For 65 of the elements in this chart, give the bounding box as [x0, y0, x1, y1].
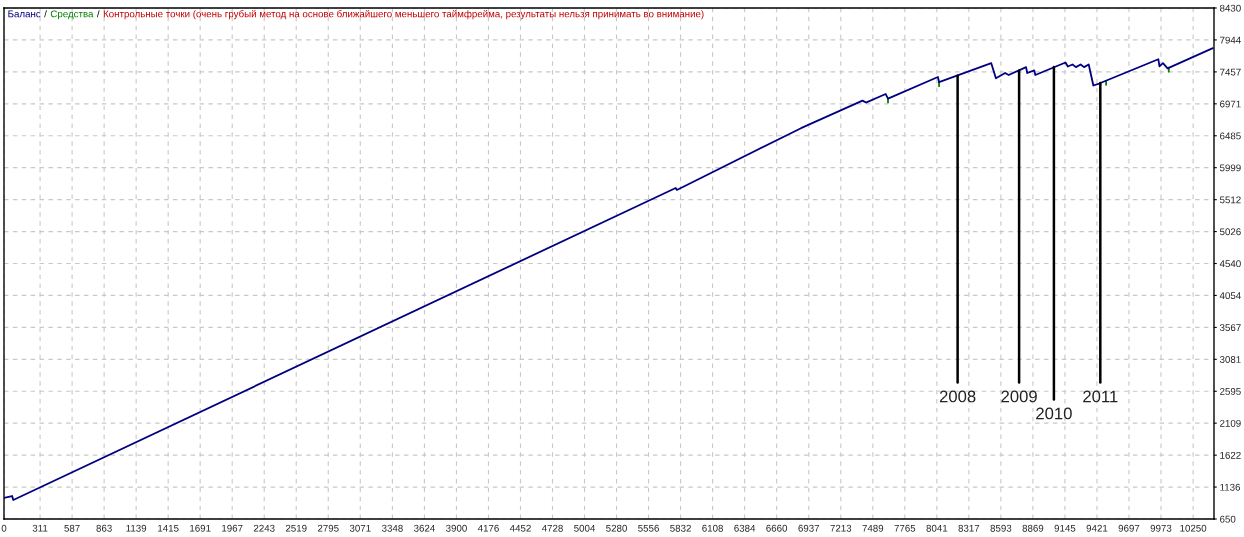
y-tick-label: 2109: [1220, 419, 1241, 427]
y-tick-label: 5512: [1219, 196, 1241, 204]
x-tick-label: 9145: [1054, 524, 1076, 532]
annotation: /: [44, 10, 47, 18]
x-tick-label: 1139: [126, 524, 147, 532]
y-tick-label: 5026: [1219, 228, 1241, 236]
x-tick-label: 7489: [862, 524, 884, 532]
y-tick-label: 1622: [1220, 451, 1241, 459]
x-tick-label: 3348: [381, 524, 403, 532]
x-tick-label: 9421: [1086, 524, 1108, 532]
y-tick-label: 4540: [1219, 260, 1241, 268]
x-tick-label: 4728: [541, 524, 563, 532]
x-tick-label: 6660: [766, 524, 788, 532]
x-tick-label: 3071: [349, 524, 371, 532]
x-tick-label: 10250: [1180, 524, 1207, 532]
x-tick-label: 9973: [1150, 524, 1172, 532]
x-tick-label: 7213: [830, 524, 852, 532]
x-tick-label: 863: [96, 524, 112, 532]
y-tick-label: 650: [1220, 515, 1236, 523]
x-tick-label: 5556: [638, 524, 659, 532]
x-tick-label: 4452: [509, 524, 531, 532]
y-tick-label: 6971: [1220, 100, 1241, 108]
annotation: 2010: [1036, 407, 1072, 420]
x-tick-label: 7765: [894, 524, 916, 532]
line-series: [4, 47, 1214, 501]
text: Баланс: [8, 10, 41, 18]
x-tick-label: 1967: [222, 524, 243, 532]
x-tick-label: 5280: [606, 524, 627, 532]
x-tick-label: 2243: [253, 524, 275, 532]
x-tick-label: 2519: [285, 524, 307, 532]
x-tick-label: 8041: [926, 524, 948, 532]
x-tick-label: 1415: [158, 524, 179, 532]
x-tick-label: 8869: [1022, 524, 1044, 532]
x-tick-label: 8593: [990, 524, 1012, 532]
y-tick-label: 6485: [1220, 132, 1241, 140]
x-tick-label: 587: [64, 524, 80, 532]
annotation: 2008: [939, 390, 976, 403]
y-tick-label: 5999: [1219, 164, 1241, 172]
annotation: 2011: [1083, 390, 1118, 403]
y-tick-label: 4054: [1219, 292, 1241, 300]
y-tick-label: 2595: [1220, 387, 1241, 395]
x-tick-label: 2795: [317, 524, 339, 532]
y-tick-label: 3567: [1219, 324, 1241, 332]
x-tick-label: 3624: [413, 524, 435, 532]
x-tick-label: 4176: [477, 524, 499, 532]
y-tick-label: 7457: [1220, 68, 1241, 76]
x-tick-label: 1691: [190, 524, 211, 532]
x-tick-label: 6937: [798, 524, 820, 532]
x-tick-label: 311: [32, 524, 48, 532]
y-tick-label: 1136: [1220, 483, 1241, 491]
annotation: 2009: [1001, 390, 1037, 403]
x-tick-label: 5832: [670, 524, 691, 532]
annotation: /: [96, 10, 100, 18]
y-tick-label: 3081: [1219, 356, 1241, 363]
x-tick-label: 6108: [702, 524, 723, 532]
x-tick-label: 9697: [1118, 524, 1140, 532]
x-tick-label: 5004: [574, 524, 596, 532]
y-tick-label: 7944: [1220, 36, 1241, 44]
x-tick-label: 8317: [958, 524, 980, 532]
x-tick-label: 6384: [734, 524, 756, 532]
y-tick-label: 8430: [1219, 4, 1241, 12]
x-tick-label: 3900: [446, 524, 467, 532]
text: Средства: [50, 10, 94, 20]
x-tick-label: 0: [1, 524, 7, 532]
chart-title: Контрольные точки (очень грубый метод на основе ближайшего меньшего таймфрейма, результаты нельзя принимать во внимание): [103, 10, 704, 20]
